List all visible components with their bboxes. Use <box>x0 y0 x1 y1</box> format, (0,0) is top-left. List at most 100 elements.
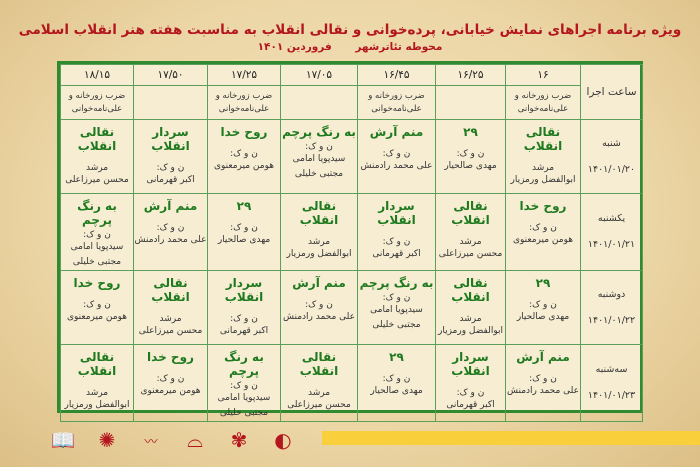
performer-name: اکبر قهرمانی <box>146 175 195 185</box>
performance-title: به رنگ پرچم <box>77 199 117 227</box>
logo-3-icon: 〰 <box>144 434 158 450</box>
performer-role: ن و ک: <box>382 374 411 384</box>
performer-name: محسن میرزاعلی <box>287 400 351 410</box>
performance-title: نقالی انقلاب <box>77 350 117 378</box>
day-name: دوشنبه <box>597 288 626 300</box>
performance-title: نقالی انقلاب <box>451 199 490 227</box>
performer-name: محسن میرزاعلی <box>65 175 129 185</box>
logo-2-icon: ✺ <box>98 428 116 452</box>
performance-cell: روح خدا ن و ک: هومن میرمعنوی <box>133 344 208 422</box>
subheader-cell: ضرب زورخانه و علی‌نامه‌خوانی <box>505 85 581 120</box>
day-name: شنبه <box>602 137 621 149</box>
performance-cell: ۲۹ ن و ک: مهدی صالحیار <box>505 270 581 345</box>
time-label: ساعت اجرا <box>580 64 643 120</box>
performance-title: نقالی انقلاب <box>77 125 117 153</box>
performance-title: نقالی انقلاب <box>299 350 339 378</box>
performer-role: ن و ک: <box>230 223 258 233</box>
table-row: شنبه ۱۴۰۱/۰۱/۲۰ نقالی انقلاب مرشد ابوالفضل و… <box>60 119 643 194</box>
performer-role: ن و ک: <box>456 388 485 398</box>
logo-1-icon: 📖 <box>50 428 76 452</box>
performer-name: سیدپویا امامی <box>292 154 346 164</box>
performance-title: ۲۹ <box>236 199 252 213</box>
performance-cell: نقالی انقلاب مرشد ابوالفضل ورمزیار <box>280 193 358 271</box>
performance-cell: به رنگ پرچم ن و ک: سیدپویا امامی مجتبی خلیل… <box>280 119 358 194</box>
subheader-cell: ضرب زورخانه و علی‌نامه‌خوانی <box>60 85 134 120</box>
performer-name: علی محمد رادمنش <box>360 161 433 171</box>
performer-name: محسن میرزاعلی <box>438 249 503 259</box>
performance-title: به رنگ پرچم <box>282 125 356 139</box>
performer-name: هومن میرمعنوی <box>512 235 573 245</box>
performer-name: مهدی صالحیار <box>217 235 271 245</box>
performer-name: سیدپویا امامی <box>70 242 124 252</box>
performance-cell: ۲۹ ن و ک: مهدی صالحیار <box>207 193 281 271</box>
performer-role: ن و ک: <box>83 230 111 240</box>
subheader-cell: ضرب زورخانه و علی‌نامه‌خوانی <box>357 85 436 120</box>
performance-title: منم آرش <box>143 199 198 213</box>
performer-name: هومن میرمعنوی <box>140 386 201 396</box>
performance-cell: روح خدا ن و ک: هومن میرمعنوی <box>505 193 581 271</box>
performer-name: اکبر قهرمانی <box>219 326 269 336</box>
performance-title: ۲۹ <box>463 125 478 139</box>
subheader-row: ضرب زورخانه و علی‌نامه‌خوانی ضرب زورخانه … <box>60 85 643 120</box>
performance-title: منم آرش <box>516 350 570 364</box>
performer-role: مرشد <box>85 388 109 398</box>
day-label: یکشنبه ۱۴۰۱/۰۱/۲۱ <box>580 193 643 271</box>
performer-name: محسن میرزاعلی <box>138 326 203 336</box>
performer-role: ن و ک: <box>382 293 411 303</box>
time-slot: ۱۷/۰۵ <box>280 64 358 86</box>
performer-name: اکبر قهرمانی <box>446 400 495 410</box>
performance-cell: منم آرش ن و ک: علی محمد رادمنش <box>357 119 436 194</box>
day-date: ۱۴۰۱/۰۱/۲۱ <box>587 239 636 250</box>
performance-cell: نقالی انقلاب مرشد محسن میرزاعلی <box>133 270 208 345</box>
performer-role: ن و ک: <box>230 314 258 324</box>
subheader-cell: ضرب زورخانه و علی‌نامه‌خوانی <box>207 85 281 120</box>
performance-title: سردار انقلاب <box>151 125 190 153</box>
table-row: دوشنبه ۱۴۰۱/۰۱/۲۲ ۲۹ ن و ک: مهدی صالحیار نقال… <box>60 270 643 345</box>
day-date: ۱۴۰۱/۰۱/۲۲ <box>587 314 636 326</box>
performer-role: ن و ک: <box>230 149 258 159</box>
performer-name: مجتبی خلیلی <box>72 257 122 267</box>
performer-name: ابوالفضل ورمزیار <box>286 249 352 259</box>
performance-cell: منم آرش ن و ک: علی محمد رادمنش <box>505 344 581 422</box>
subheader-cell <box>280 85 358 120</box>
performer-name: مجتبی خلیلی <box>372 320 421 330</box>
performer-name: علی محمد رادمنش <box>283 312 355 322</box>
performer-name: مهدی صالحیار <box>516 312 570 322</box>
subheader-cell <box>133 85 208 120</box>
performer-role: ن و ک: <box>156 163 185 173</box>
performance-cell: سردار انقلاب ن و ک: اکبر قهرمانی <box>357 193 436 271</box>
subheader-cell <box>435 85 506 120</box>
performance-title: سردار انقلاب <box>377 199 416 227</box>
performance-title: روح خدا <box>147 350 194 364</box>
day-date: ۱۴۰۱/۰۱/۲۰ <box>587 163 636 175</box>
performer-name: سیدپویا امامی <box>370 305 423 315</box>
performance-cell: نقالی انقلاب مرشد محسن میرزاعلی <box>435 193 506 271</box>
performer-role: مرشد <box>85 163 109 173</box>
performance-title: سردار انقلاب <box>224 276 264 304</box>
performer-role: مرشد <box>307 237 331 247</box>
performer-role: مرشد <box>459 314 482 324</box>
performance-cell: منم آرش ن و ک: علی محمد رادمنش <box>133 193 208 271</box>
performer-name: ابوالفضل ورمزیار <box>437 326 503 336</box>
venue: محوطه تئاترشهر <box>355 41 443 53</box>
performance-cell: به رنگ پرچم ن و ک: سیدپویا امامی مجتبی خلیل… <box>60 193 134 271</box>
schedule-table: ساعت اجرا ۱۶ ۱۶/۲۵ ۱۶/۴۵ ۱۷/۰۵ ۱۷/۲۵ ۱۷/۵۰ ۱۸/۱… <box>57 61 643 422</box>
performance-title: ۲۹ <box>535 276 551 290</box>
day-label: شنبه ۱۴۰۱/۰۱/۲۰ <box>580 119 643 194</box>
performance-title: به رنگ پرچم <box>224 350 264 378</box>
performance-title: نقالی انقلاب <box>299 199 339 227</box>
performer-role: ن و ک: <box>305 300 333 310</box>
day-label: سه‌شنبه ۱۴۰۱/۰۱/۲۳ <box>580 344 643 422</box>
performance-title: نقالی انقلاب <box>523 125 563 153</box>
day-date: ۱۴۰۱/۰۱/۲۳ <box>587 390 636 401</box>
performer-role: مرشد <box>531 163 555 173</box>
performer-name: مهدی صالحیار <box>444 161 497 171</box>
performance-title: ۲۹ <box>389 350 404 364</box>
performer-role: ن و ک: <box>529 300 557 310</box>
performance-title: نقالی انقلاب <box>451 276 490 304</box>
performer-role: ن و ک: <box>529 374 557 384</box>
performer-name: علی محمد رادمنش <box>507 386 579 396</box>
performer-name: سیدپویا امامی <box>217 393 271 403</box>
event-date: فروردین ۱۴۰۱ <box>257 41 332 53</box>
page-subtitle: محوطه تئاترشهر فروردین ۱۴۰۱ <box>0 41 700 53</box>
